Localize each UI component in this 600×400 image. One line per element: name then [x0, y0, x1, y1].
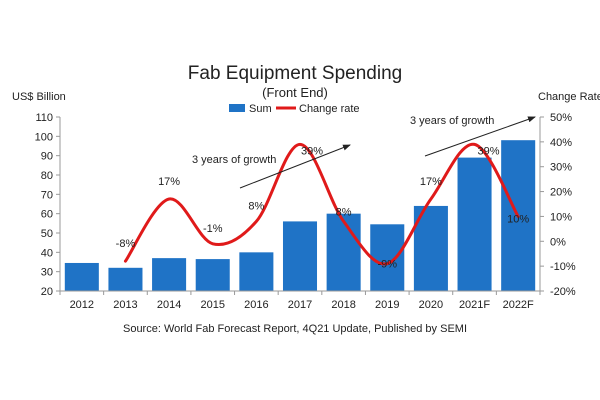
x-tick-2012: 2012 — [70, 299, 94, 311]
x-tick-2022f: 2022F — [503, 299, 534, 311]
rate-label-2022f: 10% — [507, 213, 529, 225]
legend: Sum Change rate — [229, 103, 360, 115]
x-tick-2014: 2014 — [157, 299, 181, 311]
y-right-tick-0: 0% — [550, 236, 566, 248]
y-left-tick-70: 70 — [41, 189, 53, 201]
y-right-tick-40: 40% — [550, 137, 572, 149]
growth-annotation-2: 3 years of growth — [410, 115, 494, 127]
growth-arrow-1 — [239, 144, 351, 189]
y-right-tick-10: 10% — [550, 211, 572, 223]
y-right-tick-30: 30% — [550, 162, 572, 174]
legend-swatch-sum — [229, 104, 245, 112]
change-rate-line — [123, 142, 520, 266]
bar-2012 — [64, 262, 99, 291]
legend-label-change-rate: Change rate — [299, 103, 360, 115]
x-tick-2021f: 2021F — [459, 299, 490, 311]
x-tick-2017: 2017 — [288, 299, 312, 311]
rate-label-2017: 39% — [301, 145, 323, 157]
y-left-tick-100: 100 — [35, 131, 53, 143]
y-left-tick-20: 20 — [41, 286, 53, 298]
growth-annotation-1: 3 years of growth — [192, 154, 276, 166]
data-labels-layer: -8% 17% -1% 8% 39% 8% -9% 17% 39% 10% — [116, 145, 530, 270]
y-left-tick-60: 60 — [41, 209, 53, 221]
growth-arrow-2 — [424, 116, 536, 157]
y-left-tick-90: 90 — [41, 151, 53, 163]
bar-2017 — [282, 221, 318, 291]
bar-2021f — [457, 157, 492, 291]
y-right-tick-20: 20% — [550, 187, 572, 199]
y-left-tick-30: 30 — [41, 267, 53, 279]
y-left-axis: 20 30 40 50 60 70 80 90 100 110 — [35, 112, 61, 298]
rate-label-2020: 17% — [420, 176, 442, 188]
legend-label-sum: Sum — [249, 103, 272, 115]
rate-label-2018: 8% — [336, 206, 352, 218]
y-right-axis: -20% -10% 0% 10% 20% 30% 40% 50% — [539, 112, 576, 298]
y-left-axis-title: US$ Billion — [12, 91, 66, 103]
annotations: 3 years of growth 3 years of growth — [192, 115, 536, 189]
y-right-tick--10: -10% — [550, 261, 576, 273]
x-tick-2020: 2020 — [419, 299, 443, 311]
change-rate-layer — [123, 142, 520, 266]
chart-title: Fab Equipment Spending — [188, 63, 402, 84]
bar-2016 — [239, 252, 274, 291]
y-left-tick-80: 80 — [41, 170, 53, 182]
x-tick-2018: 2018 — [331, 299, 355, 311]
bars-layer — [64, 140, 536, 291]
y-right-axis-title: Change Rate — [538, 91, 600, 103]
rate-label-2021f: 39% — [478, 145, 500, 157]
chart-source: Source: World Fab Forecast Report, 4Q21 … — [123, 323, 467, 335]
bar-2015 — [195, 259, 230, 291]
rate-label-2014: 17% — [158, 176, 180, 188]
rate-label-2019: -9% — [377, 259, 397, 271]
x-tick-2013: 2013 — [113, 299, 137, 311]
bar-2018 — [326, 213, 361, 291]
x-tick-2019: 2019 — [375, 299, 399, 311]
chart-subtitle: (Front End) — [262, 85, 328, 100]
bar-2014 — [152, 258, 187, 291]
y-right-tick-50: 50% — [550, 112, 572, 124]
y-left-tick-40: 40 — [41, 247, 53, 259]
rate-label-2016: 8% — [248, 200, 264, 212]
x-axis: 2012 2013 2014 2015 2016 2017 2018 2019 2020 2021… — [59, 290, 541, 311]
x-tick-2016: 2016 — [244, 299, 268, 311]
bar-2013 — [108, 267, 143, 291]
y-left-tick-110: 110 — [35, 112, 53, 124]
bar-2019 — [370, 224, 405, 291]
y-left-tick-50: 50 — [41, 228, 53, 240]
x-tick-2015: 2015 — [200, 299, 224, 311]
rate-label-2013: -8% — [116, 238, 136, 250]
y-right-tick--20: -20% — [550, 286, 576, 298]
rate-label-2015: -1% — [203, 223, 223, 235]
